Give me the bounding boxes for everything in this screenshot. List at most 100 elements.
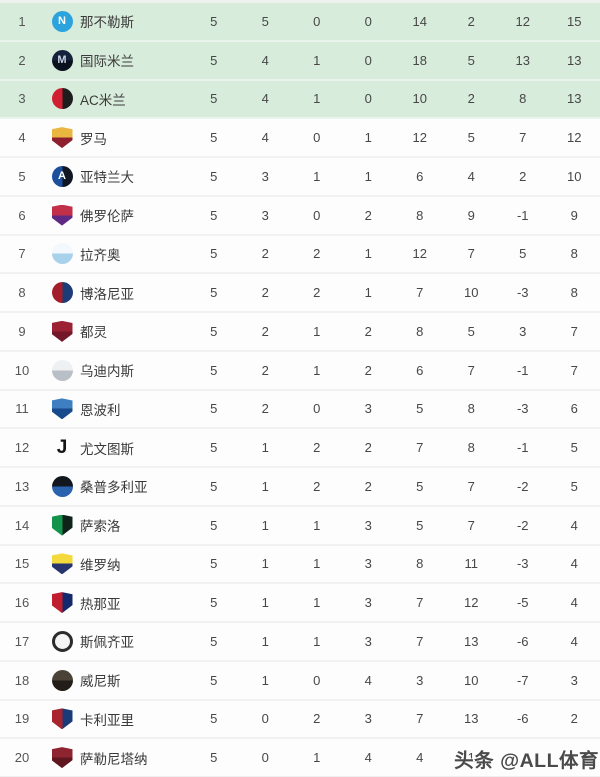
cell-ga: 7 <box>467 246 475 262</box>
team-name: 桑普多利亚 <box>80 480 148 496</box>
cell-lost: 0 <box>364 52 372 68</box>
rank: 12 <box>14 440 30 456</box>
table-row[interactable]: 11 恩波利 5 2 0 3 5 8 -3 6 <box>0 390 600 430</box>
table-row[interactable]: 20 萨勒尼塔纳 5 0 1 4 4 1 <box>0 739 600 777</box>
team-badge-icon <box>51 514 73 536</box>
table-row[interactable]: 3 AC米兰 5 4 1 0 10 2 8 13 <box>0 80 600 120</box>
table-row[interactable]: 4 罗马 5 4 0 1 12 5 7 12 <box>0 119 600 158</box>
team-name: 威尼斯 <box>80 674 121 690</box>
table-row[interactable]: 16 热那亚 5 1 1 3 7 12 -5 4 <box>0 584 600 623</box>
cell-ga: 2 <box>467 13 475 29</box>
badge-cell <box>44 88 80 110</box>
rank: 8 <box>18 285 26 301</box>
cell-lost: 3 <box>364 401 372 417</box>
table-row[interactable]: 1 N 那不勒斯 5 5 0 0 14 2 12 15 <box>0 3 600 42</box>
cell-gf: 3 <box>416 672 424 688</box>
cell-pts: 4 <box>570 595 578 611</box>
rank: 14 <box>14 517 30 533</box>
badge-cell <box>44 747 80 769</box>
table-row[interactable]: 8 博洛尼亚 5 2 2 1 7 10 -3 8 <box>0 274 600 313</box>
team-name: 亚特兰大 <box>80 170 134 186</box>
cell-gf: 18 <box>412 52 427 68</box>
cell-won: 1 <box>261 440 269 456</box>
cell-gf: 12 <box>412 130 427 146</box>
table-row[interactable]: 7 拉齐奥 5 2 2 1 12 7 5 8 <box>0 235 600 275</box>
cell-ga: 7 <box>467 478 475 494</box>
team-badge-icon <box>51 127 73 149</box>
table-row[interactable]: 19 卡利亚里 5 0 2 3 7 13 -6 2 <box>0 700 600 740</box>
cell-played: 5 <box>210 517 218 533</box>
cell-pts: 5 <box>570 440 578 456</box>
cell-drawn: 1 <box>313 168 321 184</box>
cell-won: 0 <box>261 711 269 727</box>
cell-ga: 7 <box>467 362 475 378</box>
team-badge-icon <box>51 669 73 691</box>
table-row[interactable]: 2 M 国际米兰 5 4 1 0 18 5 13 13 <box>0 41 600 81</box>
table-row[interactable]: 10 乌迪内斯 5 2 1 2 6 7 -1 7 <box>0 351 600 391</box>
cell-pts: 12 <box>567 130 582 146</box>
cell-gf: 8 <box>416 556 424 572</box>
rank: 1 <box>18 13 26 29</box>
cell-pts: 4 <box>570 633 578 649</box>
rank: 16 <box>14 595 30 611</box>
team-badge-icon <box>51 475 73 497</box>
cell-gd: -7 <box>516 672 529 688</box>
cell-gd: 12 <box>515 13 530 29</box>
table-row[interactable]: 15 维罗纳 5 1 1 3 8 11 -3 4 <box>0 545 600 585</box>
top-divider <box>0 0 600 3</box>
badge-cell <box>44 243 80 265</box>
table-row[interactable]: 17 斯佩齐亚 5 1 1 3 7 13 -6 4 <box>0 623 600 662</box>
cell-played: 5 <box>210 750 218 766</box>
table-row[interactable]: 12 J 尤文图斯 5 1 2 2 7 8 -1 5 <box>0 429 600 468</box>
cell-lost: 1 <box>364 168 372 184</box>
cell-gd: 5 <box>519 246 527 262</box>
rank: 6 <box>18 207 26 223</box>
badge-cell: A <box>44 165 80 187</box>
table-row[interactable]: 13 桑普多利亚 5 1 2 2 5 7 -2 5 <box>0 468 600 507</box>
cell-ga: 9 <box>467 207 475 223</box>
team-badge-icon <box>51 553 73 575</box>
cell-pts: 9 <box>570 207 578 223</box>
cell-gd: 13 <box>515 52 530 68</box>
cell-ga: 7 <box>467 517 475 533</box>
cell-gd: -1 <box>516 362 529 378</box>
table-row[interactable]: 9 都灵 5 2 1 2 8 5 3 7 <box>0 313 600 352</box>
badge-cell <box>44 127 80 149</box>
rank: 18 <box>14 672 30 688</box>
cell-played: 5 <box>210 168 218 184</box>
table-row[interactable]: 6 佛罗伦萨 5 3 0 2 8 9 -1 9 <box>0 196 600 236</box>
cell-won: 2 <box>261 362 269 378</box>
cell-lost: 1 <box>364 285 372 301</box>
team-name: AC米兰 <box>80 92 126 108</box>
cell-drawn: 1 <box>313 556 321 572</box>
team-badge-icon: N <box>51 10 73 32</box>
cell-drawn: 1 <box>313 517 321 533</box>
table-row[interactable]: 18 威尼斯 5 1 0 4 3 10 -7 3 <box>0 661 600 701</box>
team-name: 热那亚 <box>80 596 121 612</box>
cell-pts: 8 <box>570 285 578 301</box>
cell-won: 2 <box>261 323 269 339</box>
cell-ga: 4 <box>467 168 475 184</box>
cell-gd: 2 <box>519 168 527 184</box>
cell-lost: 3 <box>364 633 372 649</box>
badge-cell <box>44 282 80 304</box>
team-badge-icon <box>51 708 73 730</box>
cell-gf: 5 <box>416 517 424 533</box>
team-badge-icon <box>51 282 73 304</box>
cell-gd: -3 <box>516 556 529 572</box>
team-name: 那不勒斯 <box>80 15 134 31</box>
cell-gf: 7 <box>416 440 424 456</box>
cell-lost: 1 <box>364 246 372 262</box>
cell-pts: 7 <box>570 323 578 339</box>
cell-drawn: 0 <box>313 130 321 146</box>
badge-cell <box>44 708 80 730</box>
cell-ga: 8 <box>467 401 475 417</box>
team-badge-icon <box>51 630 73 652</box>
table-row[interactable]: 5 A 亚特兰大 5 3 1 1 6 4 2 10 <box>0 158 600 197</box>
cell-gd: 8 <box>519 91 527 107</box>
cell-won: 5 <box>261 13 269 29</box>
team-badge-icon <box>51 88 73 110</box>
rank: 5 <box>18 168 26 184</box>
cell-played: 5 <box>210 246 218 262</box>
table-row[interactable]: 14 萨索洛 5 1 1 3 5 7 -2 4 <box>0 506 600 546</box>
